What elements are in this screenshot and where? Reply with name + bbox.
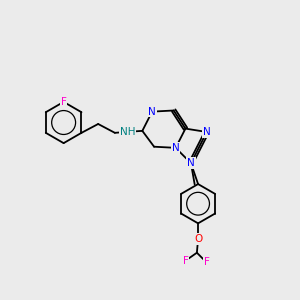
Text: N: N — [172, 143, 179, 153]
Text: N: N — [187, 158, 195, 168]
Text: F: F — [61, 97, 67, 107]
Text: F: F — [204, 257, 209, 267]
Text: N: N — [148, 106, 156, 117]
Text: N: N — [203, 127, 211, 137]
Text: O: O — [194, 234, 202, 244]
Text: NH: NH — [120, 127, 135, 137]
Text: F: F — [183, 256, 189, 266]
